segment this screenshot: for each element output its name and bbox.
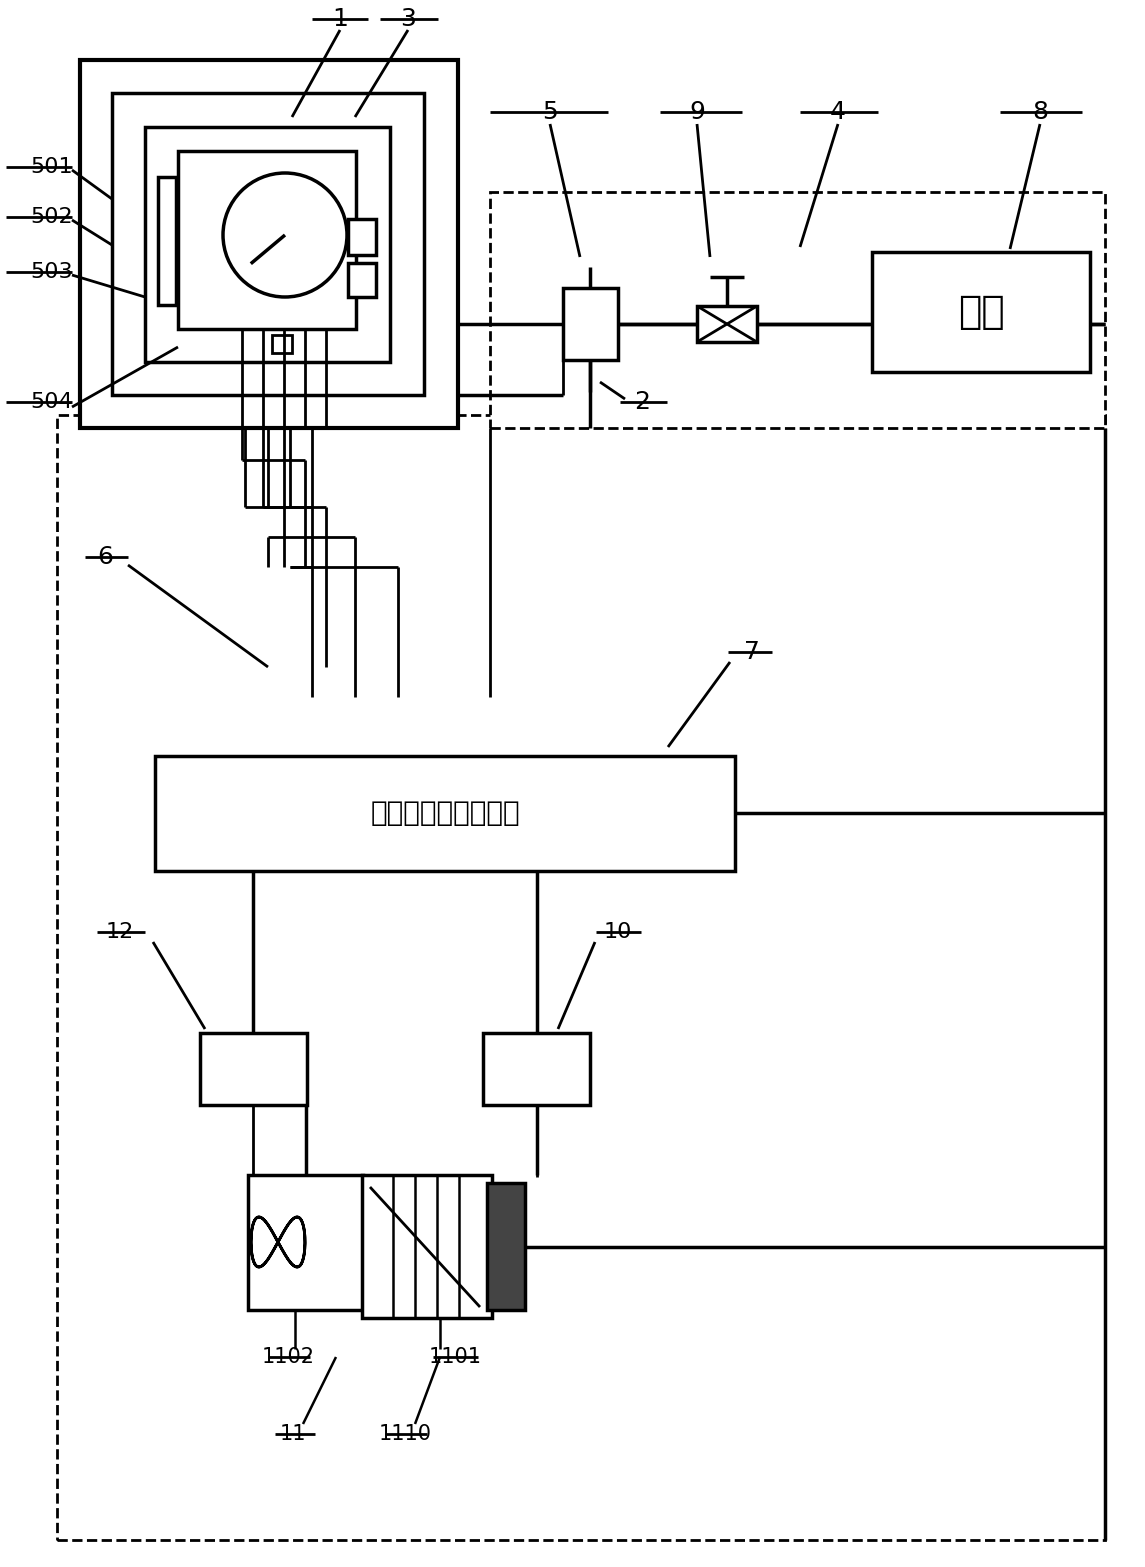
Text: 气源: 气源: [957, 293, 1004, 331]
Bar: [348, 263, 376, 298]
Text: 12: 12: [105, 921, 134, 942]
Text: 11: 11: [279, 1424, 306, 1445]
Bar: [158, 177, 176, 306]
Text: 计算机数据处理系统: 计算机数据处理系统: [370, 799, 520, 827]
Bar: [348, 219, 376, 255]
Text: 504: 504: [30, 392, 72, 412]
Text: 4: 4: [830, 100, 846, 124]
Bar: [112, 92, 424, 395]
Text: 6: 6: [97, 545, 113, 569]
Text: 503: 503: [30, 262, 72, 282]
Text: 1110: 1110: [379, 1424, 432, 1445]
Bar: [273, 335, 292, 353]
Bar: [697, 306, 757, 342]
Bar: [200, 1033, 307, 1105]
Text: 501: 501: [30, 157, 72, 177]
Bar: [362, 1175, 492, 1318]
Bar: [248, 1175, 363, 1310]
Bar: [487, 1183, 526, 1310]
Bar: [490, 193, 1105, 428]
Bar: [483, 1033, 590, 1105]
Bar: [57, 415, 1105, 1540]
Text: 502: 502: [30, 207, 72, 227]
Text: 2: 2: [634, 390, 650, 414]
Text: 3: 3: [400, 6, 416, 31]
Bar: [177, 150, 356, 329]
Text: 1: 1: [332, 6, 348, 31]
Bar: [872, 252, 1090, 371]
Bar: [145, 127, 390, 362]
Text: 10: 10: [603, 921, 632, 942]
Text: 9: 9: [689, 100, 705, 124]
Bar: [563, 288, 618, 360]
Bar: [80, 60, 458, 428]
Text: 8: 8: [1032, 100, 1048, 124]
Text: 5: 5: [542, 100, 558, 124]
Bar: [155, 755, 735, 871]
Text: 1101: 1101: [428, 1348, 482, 1366]
Text: 1102: 1102: [261, 1348, 315, 1366]
Text: 7: 7: [744, 639, 760, 664]
